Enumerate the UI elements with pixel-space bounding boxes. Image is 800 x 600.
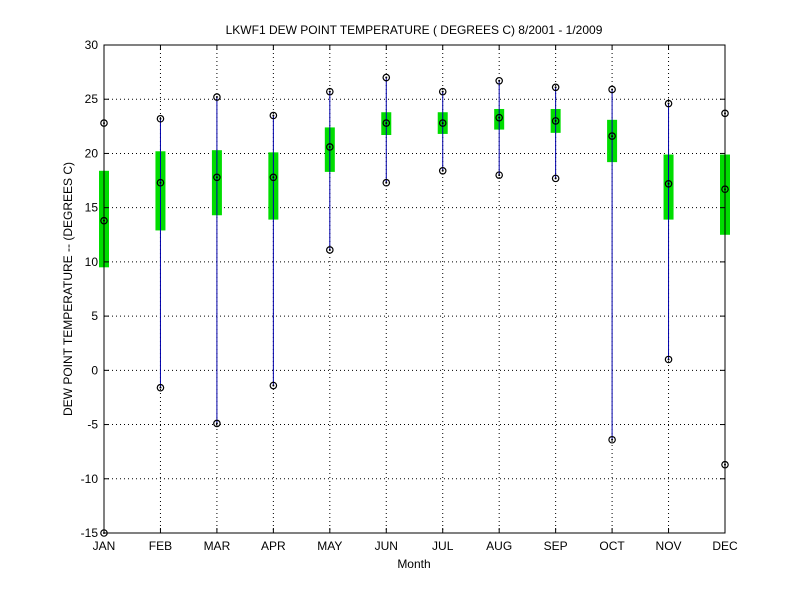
min-marker: [608, 435, 616, 444]
min-marker: [664, 355, 673, 364]
y-axis-label: DEW POINT TEMPERATURE -- (DEGREES C): [61, 162, 75, 416]
x-tick-label: SEP: [544, 539, 568, 553]
x-tick-label: AUG: [486, 539, 512, 553]
y-tick-label: 20: [85, 146, 99, 160]
max-marker: [326, 87, 334, 96]
min-marker-dot: [159, 386, 162, 389]
min-marker-dot: [328, 248, 331, 251]
min-marker-dot: [611, 438, 614, 441]
max-marker-dot: [328, 90, 331, 93]
median-marker: [156, 178, 165, 187]
min-marker: [495, 171, 503, 179]
max-marker: [156, 114, 165, 123]
max-marker-dot: [215, 96, 218, 99]
x-tick-label: JAN: [93, 539, 116, 553]
min-marker-dot: [385, 181, 388, 184]
max-marker: [438, 87, 447, 96]
median-marker: [438, 119, 447, 127]
max-marker: [664, 99, 673, 108]
median-marker-dot: [328, 145, 331, 148]
median-marker-dot: [611, 135, 614, 138]
median-marker: [608, 132, 616, 140]
x-tick-label: MAR: [204, 539, 231, 553]
x-tick-label: MAY: [317, 539, 342, 553]
median-marker-dot: [385, 122, 388, 125]
chart-title: LKWF1 DEW POINT TEMPERATURE ( DEGREES C)…: [226, 23, 603, 37]
x-tick-label: NOV: [656, 539, 682, 553]
median-marker: [326, 143, 334, 151]
y-tick-label: 15: [85, 201, 99, 215]
x-tick-label: JUL: [432, 539, 454, 553]
median-marker-dot: [667, 182, 670, 185]
median-marker-dot: [159, 181, 162, 184]
x-tick-label: DEC: [712, 539, 738, 553]
min-marker: [438, 166, 447, 175]
min-marker-dot: [554, 177, 557, 180]
y-axis-ticks: -15 -10 -5 0 5 10 15 20 25 30: [81, 38, 725, 540]
max-marker: [551, 83, 560, 92]
x-tick-label: FEB: [149, 539, 172, 553]
max-marker-dot: [611, 88, 614, 91]
min-marker-dot: [667, 358, 670, 361]
min-marker: [269, 381, 278, 390]
max-marker-dot: [441, 90, 444, 93]
median-marker-dot: [272, 176, 275, 179]
x-axis-label: Month: [397, 557, 430, 571]
min-marker: [326, 246, 334, 254]
min-marker: [551, 174, 560, 183]
median-marker-dot: [554, 119, 557, 122]
median-marker-dot: [498, 116, 501, 119]
max-marker-dot: [667, 102, 670, 105]
max-marker: [608, 85, 616, 94]
y-tick-label: -5: [87, 418, 98, 432]
max-marker-dot: [385, 76, 388, 79]
y-tick-label: -10: [81, 472, 99, 486]
y-tick-label: -15: [81, 526, 99, 540]
median-marker: [664, 180, 673, 188]
y-tick-label: 0: [91, 363, 98, 377]
median-marker: [551, 117, 560, 125]
median-marker-dot: [441, 122, 444, 125]
y-tick-label: 30: [85, 38, 99, 52]
x-tick-label: APR: [261, 539, 286, 553]
plot-area-frame: [103, 44, 726, 534]
min-marker-dot: [215, 422, 218, 425]
max-marker-dot: [272, 114, 275, 117]
min-marker-dot: [272, 384, 275, 387]
x-axis-ticks: JAN FEB MAR APR MAY JUN JUL AUG SEP OCT NOV DEC: [93, 45, 738, 553]
min-marker-dot: [498, 174, 501, 177]
max-marker: [495, 76, 503, 85]
median-marker: [269, 173, 278, 182]
min-marker: [382, 178, 391, 187]
max-marker-dot: [159, 117, 162, 120]
max-marker: [269, 111, 278, 120]
median-marker: [213, 173, 221, 182]
max-marker: [382, 73, 391, 82]
max-marker-dot: [554, 86, 557, 89]
median-marker: [495, 113, 503, 122]
min-marker: [213, 419, 221, 428]
y-tick-label: 25: [85, 92, 99, 106]
y-tick-label: 10: [85, 255, 99, 269]
median-marker: [382, 119, 391, 127]
min-marker-dot: [441, 169, 444, 172]
min-marker: [156, 383, 165, 392]
y-tick-label: 5: [91, 309, 98, 323]
median-marker-dot: [215, 176, 218, 179]
x-tick-label: JUN: [375, 539, 398, 553]
max-marker-dot: [498, 79, 501, 82]
x-tick-label: OCT: [599, 539, 625, 553]
max-marker: [213, 93, 221, 101]
